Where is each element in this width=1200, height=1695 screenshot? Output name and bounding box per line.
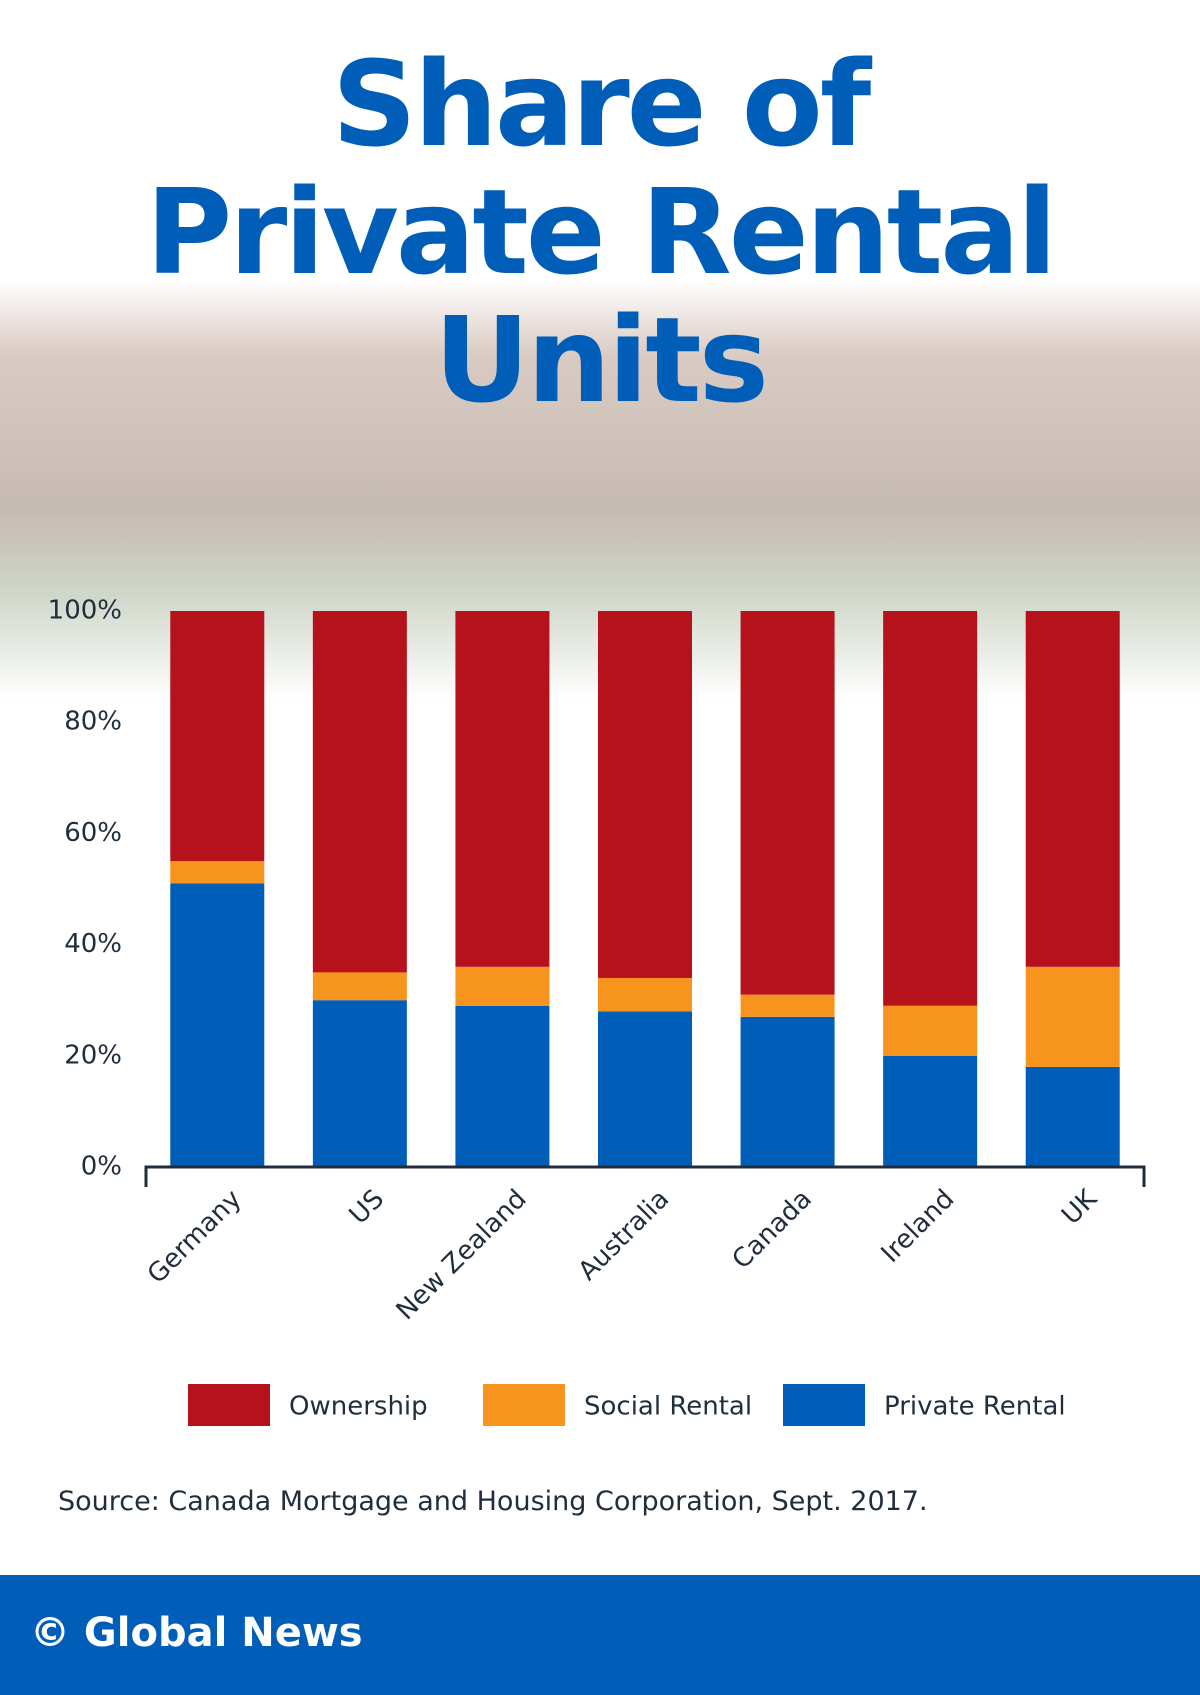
chart-title: Share of Private Rental Units <box>145 35 1058 429</box>
legend-swatch <box>783 1384 865 1426</box>
bar-segment <box>455 1005 550 1167</box>
bar-segment <box>170 611 265 862</box>
source-note: Source: Canada Mortgage and Housing Corp… <box>58 1486 928 1517</box>
bar-segment <box>1025 611 1120 967</box>
bar-segment <box>883 611 978 1006</box>
x-tick-label: Canada <box>727 1184 818 1275</box>
y-tick-label: 80% <box>64 707 122 737</box>
y-tick-label: 40% <box>64 929 122 959</box>
bar-segment <box>598 977 692 1012</box>
x-tick-label: Australia <box>573 1184 676 1287</box>
bar-segment <box>598 611 692 978</box>
x-tick-label: New Zealand <box>391 1184 533 1326</box>
legend-swatch <box>188 1384 270 1426</box>
bar-segment <box>1025 966 1120 1067</box>
y-tick-label: 100% <box>48 596 122 626</box>
bar-segment <box>1025 1066 1120 1167</box>
bar-segment <box>312 972 407 1001</box>
bar-segment <box>170 883 265 1167</box>
x-tick-label: Ireland <box>876 1184 961 1269</box>
bar-segment <box>740 611 835 995</box>
legend-swatch <box>483 1384 565 1426</box>
x-tick-label: US <box>344 1184 390 1230</box>
footer-bar: © Global News <box>0 1575 1200 1695</box>
bar-segment <box>455 611 550 967</box>
bar-segment <box>883 1055 978 1167</box>
y-tick-label: 20% <box>64 1040 122 1070</box>
x-tick-label: UK <box>1056 1183 1103 1230</box>
bar-segment <box>740 994 835 1017</box>
bar-segment <box>312 1000 407 1167</box>
footer-brand: © Global News <box>30 1610 363 1656</box>
bar-segment <box>312 611 407 973</box>
legend-label: Ownership <box>289 1392 428 1422</box>
y-tick-label: 60% <box>64 818 122 848</box>
bar-segment <box>170 861 265 884</box>
x-tick-label: Germany <box>142 1184 248 1290</box>
bar-segment <box>883 1005 978 1056</box>
x-axis <box>144 1165 1146 1187</box>
chart: 0% 20% 40% 60% 80% 100% Germany US New Zealand Au… <box>48 596 1146 1426</box>
y-tick-label: 0% <box>81 1152 122 1182</box>
legend-label: Social Rental <box>584 1392 752 1422</box>
bar-segment <box>455 966 550 1006</box>
bar-segment <box>740 1016 835 1167</box>
bar-segment <box>598 1011 692 1167</box>
legend-label: Private Rental <box>884 1392 1066 1422</box>
